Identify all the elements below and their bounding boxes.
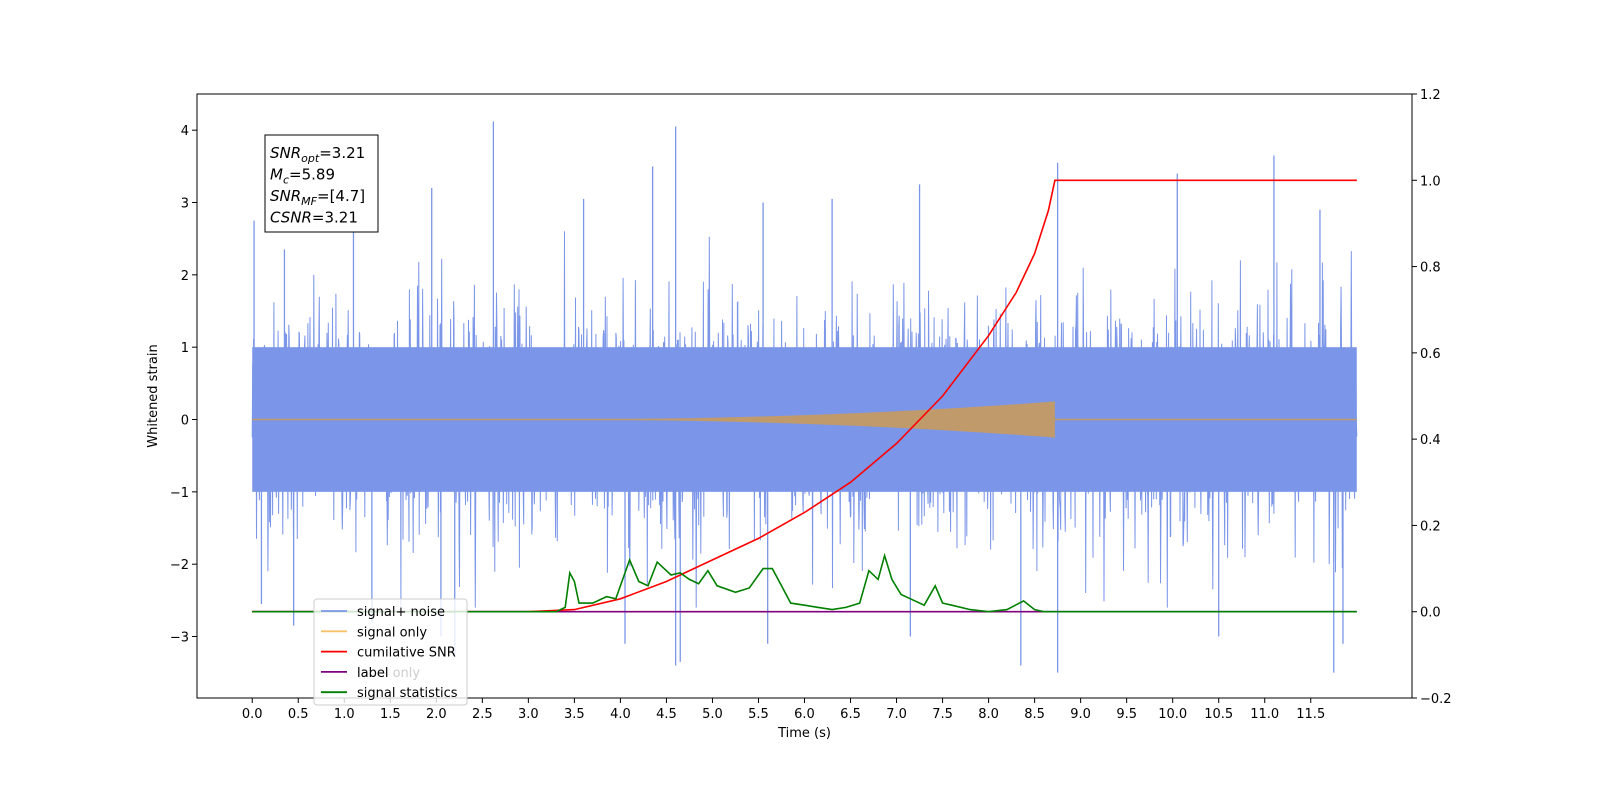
x-tick-label: 4.5 [656, 707, 677, 722]
y-axis-label: Whitened strain [146, 344, 161, 447]
legend-item: signal statistics [357, 686, 458, 701]
y2-tick-label: 1.0 [1420, 174, 1441, 189]
y-tick-label: −1 [170, 486, 189, 501]
x-tick-label: 7.0 [886, 707, 907, 722]
plot-area [251, 121, 1358, 673]
x-axis-label: Time (s) [777, 726, 831, 741]
x-tick-label: 2.5 [472, 707, 493, 722]
y-tick-label: −3 [170, 631, 189, 646]
annotation-line: SNRMF=[4.7] [270, 187, 365, 208]
x-tick-label: 8.0 [978, 707, 999, 722]
legend-frame [313, 598, 468, 706]
y2-tick-label: 0.0 [1420, 606, 1441, 621]
y-axis-right: −0.2 0.0 0.2 0.4 0.6 0.8 1.0 1.2 [1412, 88, 1452, 707]
y-tick-label: −2 [170, 558, 189, 573]
x-tick-label: 9.0 [1070, 707, 1091, 722]
y-tick-label: 3 [181, 197, 189, 212]
x-tick-label: 0.5 [288, 707, 309, 722]
y-tick-label: 4 [181, 124, 189, 139]
series-signal-statistics [252, 552, 1357, 613]
x-tick-label: 3.5 [564, 707, 585, 722]
y2-tick-label: 0.2 [1420, 519, 1441, 534]
y2-tick-label: 0.8 [1420, 261, 1441, 276]
y2-tick-label: 0.4 [1420, 433, 1441, 448]
x-tick-label: 1.0 [334, 707, 355, 722]
x-tick-label: 11.0 [1250, 707, 1279, 722]
y2-tick-label: 1.2 [1420, 88, 1441, 103]
x-tick-label: 3.0 [518, 707, 539, 722]
y-axis-left: −3 −2 −1 0 1 2 3 4 [170, 124, 197, 646]
y-tick-label: 1 [181, 341, 189, 356]
annotation-box-frame [264, 134, 379, 233]
legend-item: label [357, 666, 388, 681]
y2-tick-label: 0.6 [1420, 347, 1441, 362]
annotation-line: CSNR=3.21 [270, 209, 358, 227]
x-tick-label: 10.5 [1204, 707, 1233, 722]
x-tick-label: 2.0 [426, 707, 447, 722]
x-tick-label: 5.0 [702, 707, 723, 722]
x-tick-label: 5.5 [748, 707, 769, 722]
x-tick-label: 7.5 [932, 707, 953, 722]
annotation-line: SNRopt=3.21 [270, 144, 365, 165]
legend-item: signal+ noise [357, 605, 445, 620]
legend-item: cumilative SNR [357, 646, 456, 661]
legend-item: signal only [357, 625, 427, 640]
x-axis: 0.0 0.5 1.0 1.5 2.0 2.5 3.0 3.5 4.0 4.5 5.0 5.5 6.0 6… [242, 698, 1325, 722]
x-tick-label: 11.5 [1296, 707, 1325, 722]
x-tick-label: 0.0 [242, 707, 263, 722]
series-cumulative-snr [252, 179, 1357, 613]
y-tick-label: 2 [181, 269, 189, 284]
y-tick-label: 0 [181, 414, 189, 429]
x-tick-label: 8.5 [1024, 707, 1045, 722]
x-tick-label: 9.5 [1116, 707, 1137, 722]
x-tick-label: 10.0 [1158, 707, 1187, 722]
y2-tick-label: −0.2 [1420, 692, 1452, 707]
x-tick-label: 6.5 [840, 707, 861, 722]
annotation-line: Mc=5.89 [270, 166, 335, 187]
x-tick-label: 1.5 [380, 707, 401, 722]
x-tick-label: 6.0 [794, 707, 815, 722]
plot-series-group [251, 121, 1358, 673]
x-tick-label: 4.0 [610, 707, 631, 722]
